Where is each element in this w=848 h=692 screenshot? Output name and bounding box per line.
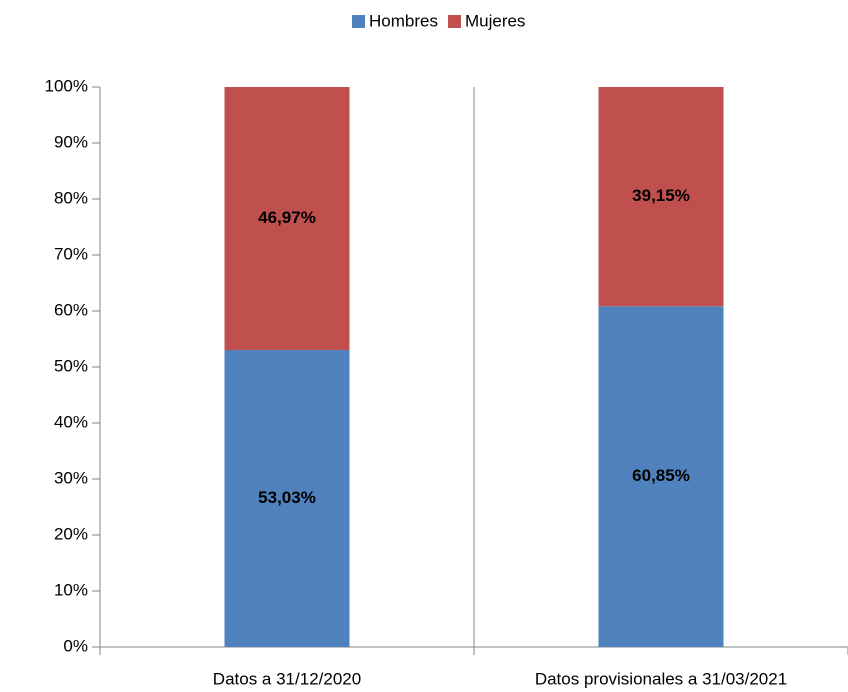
data-label: 60,85% (632, 466, 690, 485)
bar-segment (224, 87, 350, 351)
y-tick-label: 80% (54, 188, 88, 207)
data-label: 39,15% (632, 186, 690, 205)
data-label: 53,03% (258, 488, 316, 507)
y-tick-label: 20% (54, 524, 88, 543)
data-label: 46,97% (258, 208, 316, 227)
y-tick-label: 100% (45, 76, 88, 95)
bar-segment (224, 350, 350, 647)
bar-segment (598, 306, 724, 647)
x-tick-label: Datos provisionales a 31/03/2021 (535, 669, 787, 688)
y-tick-label: 60% (54, 300, 88, 319)
y-tick-label: 40% (54, 412, 88, 431)
legend-label: Hombres (369, 11, 438, 30)
y-tick-label: 30% (54, 468, 88, 487)
y-tick-label: 70% (54, 244, 88, 263)
y-tick-label: 50% (54, 356, 88, 375)
bar-segment (598, 87, 724, 307)
x-tick-label: Datos a 31/12/2020 (213, 669, 361, 688)
legend-label: Mujeres (465, 11, 525, 30)
legend-swatch (447, 15, 461, 28)
y-tick-label: 90% (54, 132, 88, 151)
y-tick-label: 10% (54, 580, 88, 599)
legend-swatch (352, 15, 365, 28)
y-tick-label: 0% (63, 636, 88, 655)
